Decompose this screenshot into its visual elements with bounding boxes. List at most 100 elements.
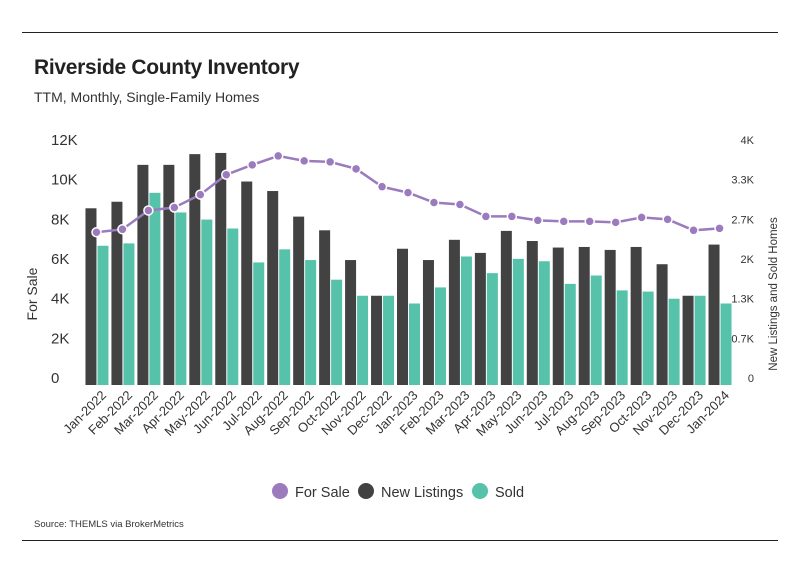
for-sale-point — [688, 225, 699, 236]
for-sale-point — [376, 181, 388, 192]
chart-title: Riverside County Inventory — [34, 56, 300, 79]
chart-subtitle: TTM, Monthly, Single-Family Homes — [34, 89, 260, 105]
legend: For Sale New Listings Sold — [272, 483, 524, 501]
new-listings-bar — [111, 201, 123, 385]
left-tick-label: 12K — [51, 132, 78, 149]
sold-bar — [512, 258, 524, 385]
sold-bar — [305, 260, 317, 385]
sold-bar — [409, 303, 420, 385]
for-sale-point — [402, 187, 414, 198]
legend-swatch — [472, 483, 488, 499]
sold-bar — [331, 279, 343, 385]
for-sale-point — [428, 197, 440, 208]
for-sale-point — [532, 215, 544, 226]
sold-bar — [123, 243, 135, 385]
right-tick-label: 1.3K — [731, 294, 754, 306]
for-sale-point — [350, 163, 362, 175]
new-listings-bar — [345, 260, 357, 385]
left-tick-label: 8K — [51, 211, 69, 228]
bottom-rule — [22, 540, 778, 541]
for-sale-point — [169, 202, 180, 213]
for-sale-point — [143, 205, 154, 216]
sold-bar — [616, 290, 628, 385]
right-tick-label: 2.7K — [731, 214, 754, 226]
for-sale-point — [195, 189, 206, 200]
for-sale-point — [558, 216, 570, 227]
new-listings-bar — [474, 252, 486, 385]
for-sale-point — [91, 227, 102, 238]
sold-bar — [201, 219, 213, 385]
new-listings-bar — [371, 295, 383, 385]
right-tick-label: 0.7K — [731, 333, 754, 345]
legend-swatch — [358, 483, 374, 499]
for-sale-point — [324, 156, 336, 168]
new-listings-bar — [397, 248, 408, 385]
new-listings-bar — [215, 152, 227, 385]
for-sale-point — [272, 150, 284, 162]
new-listings-bar — [293, 216, 305, 385]
top-rule — [22, 32, 778, 33]
right-axis-ticks: 0 0.7K 1.3K 2K 2.7K 3.3K 4K — [731, 135, 754, 385]
right-tick-label: 3.3K — [731, 175, 754, 187]
sold-bar — [564, 283, 576, 385]
left-tick-label: 4K — [51, 291, 69, 308]
sold-bar — [175, 212, 187, 385]
sold-bar — [590, 275, 602, 385]
for-sale-point — [610, 217, 621, 228]
left-tick-label: 2K — [51, 330, 69, 347]
new-listings-bar — [630, 246, 642, 385]
for-sale-point — [636, 212, 647, 223]
left-axis-ticks: 0 2K 4K 6K 8K 10K 12K — [51, 132, 78, 387]
sold-bar — [279, 249, 291, 385]
sold-bar — [434, 287, 446, 385]
new-listings-bar — [137, 164, 149, 385]
new-listings-bar — [448, 239, 460, 385]
right-axis-label: New Listings and Sold Homes — [768, 217, 780, 371]
new-listings-bar — [319, 230, 331, 385]
new-listings-bar — [163, 164, 175, 385]
new-listings-bar — [552, 247, 564, 385]
new-listings-bar — [656, 264, 668, 385]
left-tick-label: 0 — [51, 370, 59, 387]
sold-bar — [97, 245, 109, 385]
sold-bar — [227, 228, 239, 385]
new-listings-bar — [267, 191, 279, 385]
sold-bar — [538, 261, 550, 385]
for-sale-point — [506, 211, 518, 222]
left-tick-label: 6K — [51, 251, 69, 268]
sold-bar — [149, 192, 161, 385]
new-listings-bar — [578, 246, 590, 385]
source-note: Source: THEMLS via BrokerMetrics — [34, 519, 184, 530]
sold-bar — [357, 295, 369, 385]
new-listings-bar — [526, 241, 538, 385]
for-sale-point — [480, 211, 492, 222]
sold-bar — [642, 291, 654, 385]
sold-bar — [668, 298, 680, 385]
x-axis-ticks: Jan-2022Feb-2022Mar-2022Apr-2022May-2022… — [60, 388, 732, 439]
new-listings-bar — [604, 249, 616, 385]
sold-bar — [486, 273, 498, 385]
new-listings-bar — [241, 181, 253, 385]
for-sale-point — [454, 199, 466, 210]
legend-label: New Listings — [381, 485, 463, 501]
left-axis-label: For Sale — [24, 267, 40, 320]
for-sale-point — [221, 169, 232, 181]
sold-bar — [460, 256, 472, 385]
legend-label: Sold — [495, 485, 524, 501]
new-listings-bar — [708, 244, 720, 385]
legend-label: For Sale — [295, 485, 350, 501]
right-tick-label: 2K — [741, 254, 755, 266]
sold-bar — [720, 303, 732, 385]
right-tick-label: 0 — [748, 373, 754, 385]
bar-group — [85, 152, 732, 385]
new-listings-bar — [682, 295, 694, 385]
right-tick-label: 4K — [741, 135, 755, 147]
new-listings-bar — [422, 260, 434, 385]
for-sale-point — [298, 155, 310, 167]
sold-bar — [383, 295, 395, 385]
for-sale-point — [117, 224, 128, 235]
for-sale-point — [714, 223, 725, 234]
new-listings-bar — [189, 154, 201, 385]
for-sale-point — [246, 159, 258, 171]
